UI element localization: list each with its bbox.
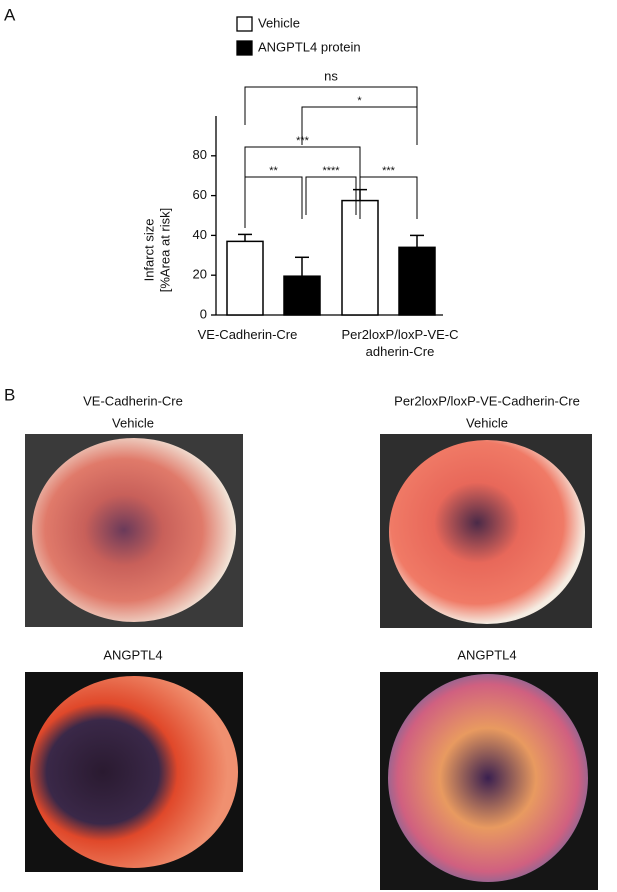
column-genotype: Per2loxP/loxP-VE-Cadherin-Cre <box>394 393 580 408</box>
x-tick-label: Per2loxP/loxP-VE-Cadherin-Cre <box>341 327 459 359</box>
x-tick-label: VE-Cadherin-Cre <box>197 327 298 342</box>
legend-label: Vehicle <box>258 15 300 30</box>
condition-label: ANGPTL4 <box>103 647 162 662</box>
significance-bracket <box>244 176 303 228</box>
y-axis-label: [%Area at risk] <box>157 208 172 293</box>
x-tick-label-box: VE-Cadherin-Cre <box>197 327 298 342</box>
y-axis-label: Infarct size <box>141 219 156 282</box>
significance-label: *** <box>382 165 396 177</box>
significance-bracket <box>359 176 418 219</box>
significance-bracket <box>301 106 418 145</box>
legend-swatch <box>236 40 253 56</box>
y-tick-label: 40 <box>193 227 207 242</box>
bar <box>398 246 436 316</box>
y-tick-label: 20 <box>193 267 207 282</box>
panel-label: A <box>4 5 16 24</box>
significance-label: ** <box>269 165 278 177</box>
heart-section-photo <box>30 676 238 868</box>
panel-label: B <box>4 385 15 404</box>
y-tick-label: 0 <box>200 306 207 321</box>
legend-swatch <box>236 16 253 32</box>
significance-label: *** <box>296 135 310 147</box>
significance-label: **** <box>322 165 340 177</box>
heart-section-photo <box>389 440 585 624</box>
heart-section-photo <box>32 438 236 622</box>
significance-label: * <box>357 95 362 107</box>
heart-section-photo <box>388 674 588 882</box>
y-tick-label: 80 <box>193 147 207 162</box>
significance-label: ns <box>324 68 338 83</box>
x-tick-label-box: Per2loxP/loxP-VE-Cadherin-Cre <box>341 327 459 359</box>
bar <box>283 275 321 316</box>
legend-label: ANGPTL4 protein <box>258 39 361 54</box>
condition-label: Vehicle <box>112 415 154 430</box>
significance-bracket <box>244 146 361 185</box>
condition-label: Vehicle <box>466 415 508 430</box>
y-tick-label: 60 <box>193 187 207 202</box>
column-genotype: VE-Cadherin-Cre <box>83 393 183 408</box>
significance-bracket <box>305 176 357 215</box>
bar <box>226 240 264 316</box>
significance-bracket <box>244 86 418 125</box>
condition-label: ANGPTL4 <box>457 647 516 662</box>
